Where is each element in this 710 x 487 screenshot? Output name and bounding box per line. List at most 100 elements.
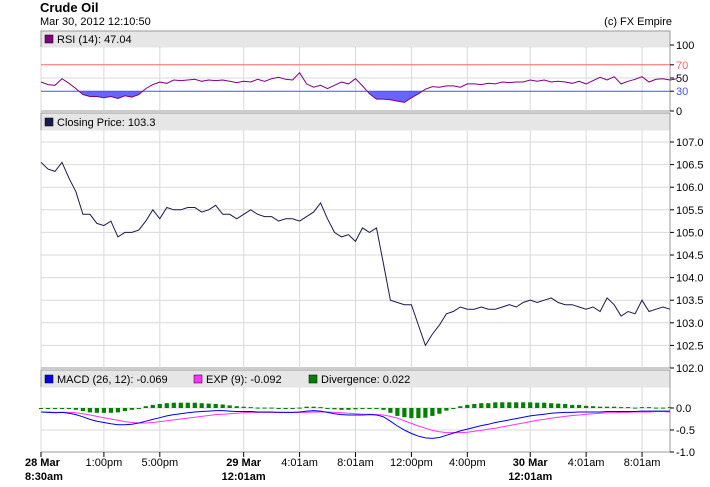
divergence-bar <box>577 404 582 408</box>
divergence-bar <box>171 402 176 408</box>
divergence-bar <box>220 404 225 408</box>
x-tick-label: 29 Mar <box>226 457 262 469</box>
price-tick-label: 104.0 <box>676 273 704 285</box>
rsi-legend-label: RSI (14): 47.04 <box>57 34 132 46</box>
macd-legend-label: MACD (26, 12): -0.069 <box>57 374 168 386</box>
x-tick-label: 1:00pm <box>86 457 123 469</box>
divergence-bar <box>402 408 407 418</box>
divergence-bar <box>108 408 113 413</box>
divergence-bar <box>507 402 512 408</box>
divergence-bar <box>318 407 323 409</box>
x-tick-sublabel: 12:01am <box>508 471 552 483</box>
divergence-bar <box>528 402 533 408</box>
rsi-series-line <box>40 71 678 103</box>
x-tick-label: 4:01am <box>568 457 605 469</box>
divergence-bar <box>591 406 596 408</box>
price-tick-label: 105.5 <box>676 205 704 217</box>
divergence-bar <box>192 402 197 408</box>
divergence-bar <box>646 407 652 409</box>
divergence-bar <box>374 408 379 409</box>
divergence-bar <box>297 407 302 409</box>
macd-tick-label: -0.5 <box>676 425 695 437</box>
divergence-bar <box>241 406 246 408</box>
divergence-bar <box>353 408 358 410</box>
price-tick-label: 105.0 <box>676 227 704 239</box>
price-panel-header-bar <box>41 113 670 131</box>
divergence-bar <box>213 404 218 408</box>
macd-legend-swatch <box>44 374 54 384</box>
divergence-bar <box>129 408 134 410</box>
divergence-bar <box>388 408 393 413</box>
divergence-bar <box>38 408 44 409</box>
x-tick-sublabel: 8:30am <box>25 471 63 483</box>
divergence-bar <box>486 403 491 408</box>
divergence-bar <box>367 408 372 409</box>
divergence-bar <box>143 406 148 408</box>
divergence-bar <box>598 406 603 408</box>
divergence-bar <box>549 403 554 408</box>
divergence-bar <box>667 407 673 409</box>
price-legend-swatch <box>44 117 54 127</box>
x-tick-label: 4:00pm <box>449 457 486 469</box>
chart-title: Crude Oil <box>40 0 99 15</box>
divergence-bar <box>458 406 463 408</box>
price-legend-label: Closing Price: 103.3 <box>57 117 155 129</box>
divergence-bar <box>409 408 414 419</box>
divergence-bar <box>395 408 400 416</box>
divergence-bar <box>493 402 498 408</box>
divergence-bar <box>465 404 470 408</box>
divergence-bar <box>269 407 274 409</box>
divergence-bar <box>52 408 58 409</box>
price-tick-label: 107.0 <box>676 137 704 149</box>
divergence-bar <box>115 408 120 413</box>
divergence-bar <box>626 407 631 409</box>
macd-tick-label: -1.0 <box>676 447 695 459</box>
divergence-bar <box>521 402 526 408</box>
divergence-bar <box>94 408 99 413</box>
rsi-tick-label: 0 <box>676 106 682 118</box>
divergence-legend-swatch <box>308 374 318 384</box>
divergence-bar <box>80 408 85 412</box>
rsi-oversold-fill <box>79 91 423 103</box>
divergence-bar <box>87 408 92 413</box>
divergence-bar <box>346 408 351 410</box>
divergence-bar <box>444 408 449 411</box>
x-tick-label: 4:01am <box>281 457 318 469</box>
chart-datetime: Mar 30, 2012 12:10:50 <box>40 16 151 28</box>
x-tick-label: 5:00pm <box>141 457 178 469</box>
divergence-bar <box>381 408 386 410</box>
divergence-bar <box>234 406 239 408</box>
price-tick-label: 106.0 <box>676 182 704 194</box>
divergence-bar <box>639 407 645 409</box>
divergence-bar <box>605 406 610 408</box>
divergence-bar <box>66 408 72 409</box>
divergence-bar <box>416 408 421 419</box>
exp-legend-swatch <box>193 374 203 384</box>
x-tick-label: 8:01am <box>337 457 374 469</box>
divergence-bar <box>178 402 183 408</box>
divergence-bar <box>535 402 540 408</box>
price-tick-label: 102.0 <box>676 363 704 375</box>
divergence-bar <box>290 408 295 409</box>
divergence-bar <box>479 403 484 408</box>
divergence-bar <box>451 408 456 409</box>
macd-series-line <box>40 410 670 439</box>
divergence-bar <box>283 408 288 409</box>
divergence-bar <box>612 406 617 408</box>
divergence-bar <box>514 402 519 408</box>
divergence-bar <box>73 408 78 410</box>
exp-series-line <box>41 411 671 434</box>
divergence-bar <box>304 406 309 408</box>
x-tick-sublabel: 12:01am <box>222 471 266 483</box>
rsi-tick-label: 70 <box>676 60 688 72</box>
divergence-bar <box>556 403 561 408</box>
divergence-bar <box>472 404 477 408</box>
divergence-bar <box>206 403 211 408</box>
divergence-bar <box>248 407 253 409</box>
price-tick-label: 103.5 <box>676 295 704 307</box>
rsi-tick-label: 100 <box>676 40 694 52</box>
price-tick-label: 102.5 <box>676 340 704 352</box>
divergence-bar <box>633 407 638 409</box>
x-tick-label: 30 Mar <box>513 457 549 469</box>
